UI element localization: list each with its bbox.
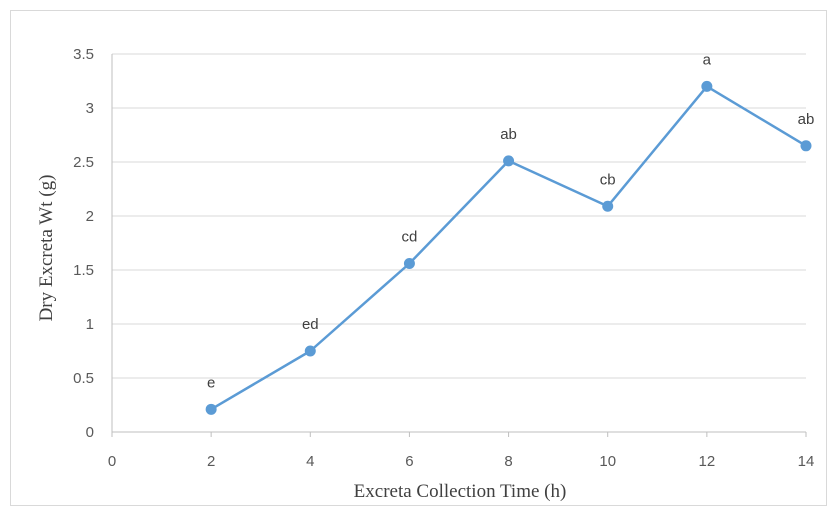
x-tick-label: 10 <box>599 453 616 470</box>
data-label: a <box>703 51 712 68</box>
x-tick-label: 12 <box>699 453 716 470</box>
y-tick-label: 0 <box>86 424 94 441</box>
axes: 0 0.5 1 1.5 2 2.5 3 3.5 0 2 4 6 8 10 12 14 <box>73 46 814 470</box>
data-label: ed <box>302 316 319 333</box>
data-labels: e ed cd ab cb a ab <box>207 51 814 391</box>
x-tick-label: 14 <box>798 453 815 470</box>
data-point <box>403 258 415 270</box>
y-tick-label: 3.5 <box>73 46 94 63</box>
x-tick-label: 8 <box>504 453 512 470</box>
data-label: e <box>207 374 215 391</box>
y-tick-label: 2.5 <box>73 154 94 171</box>
series-line <box>205 80 812 415</box>
data-point <box>701 80 713 92</box>
data-point <box>304 345 316 357</box>
y-tick-label: 0.5 <box>73 370 94 387</box>
x-tick-label: 0 <box>108 453 116 470</box>
data-label: ab <box>798 111 815 128</box>
y-tick-label: 3 <box>86 100 94 117</box>
y-tick-label: 1 <box>86 316 94 333</box>
y-tick-label: 2 <box>86 208 94 225</box>
y-axis-title: Dry Excreta Wt (g) <box>36 175 57 322</box>
data-point <box>503 155 515 167</box>
data-label: cd <box>402 229 418 246</box>
data-point <box>205 403 217 415</box>
x-axis-title: Excreta Collection Time (h) <box>354 481 567 502</box>
gridlines <box>112 53 806 379</box>
data-label: ab <box>500 126 517 143</box>
chart-frame <box>10 10 827 506</box>
data-label: cb <box>600 171 616 188</box>
x-tick-label: 2 <box>207 453 215 470</box>
y-tick-label: 1.5 <box>73 262 94 279</box>
data-point <box>602 200 614 212</box>
x-tick-label: 4 <box>306 453 314 470</box>
data-point <box>800 140 812 152</box>
x-tick-label: 6 <box>405 453 413 470</box>
